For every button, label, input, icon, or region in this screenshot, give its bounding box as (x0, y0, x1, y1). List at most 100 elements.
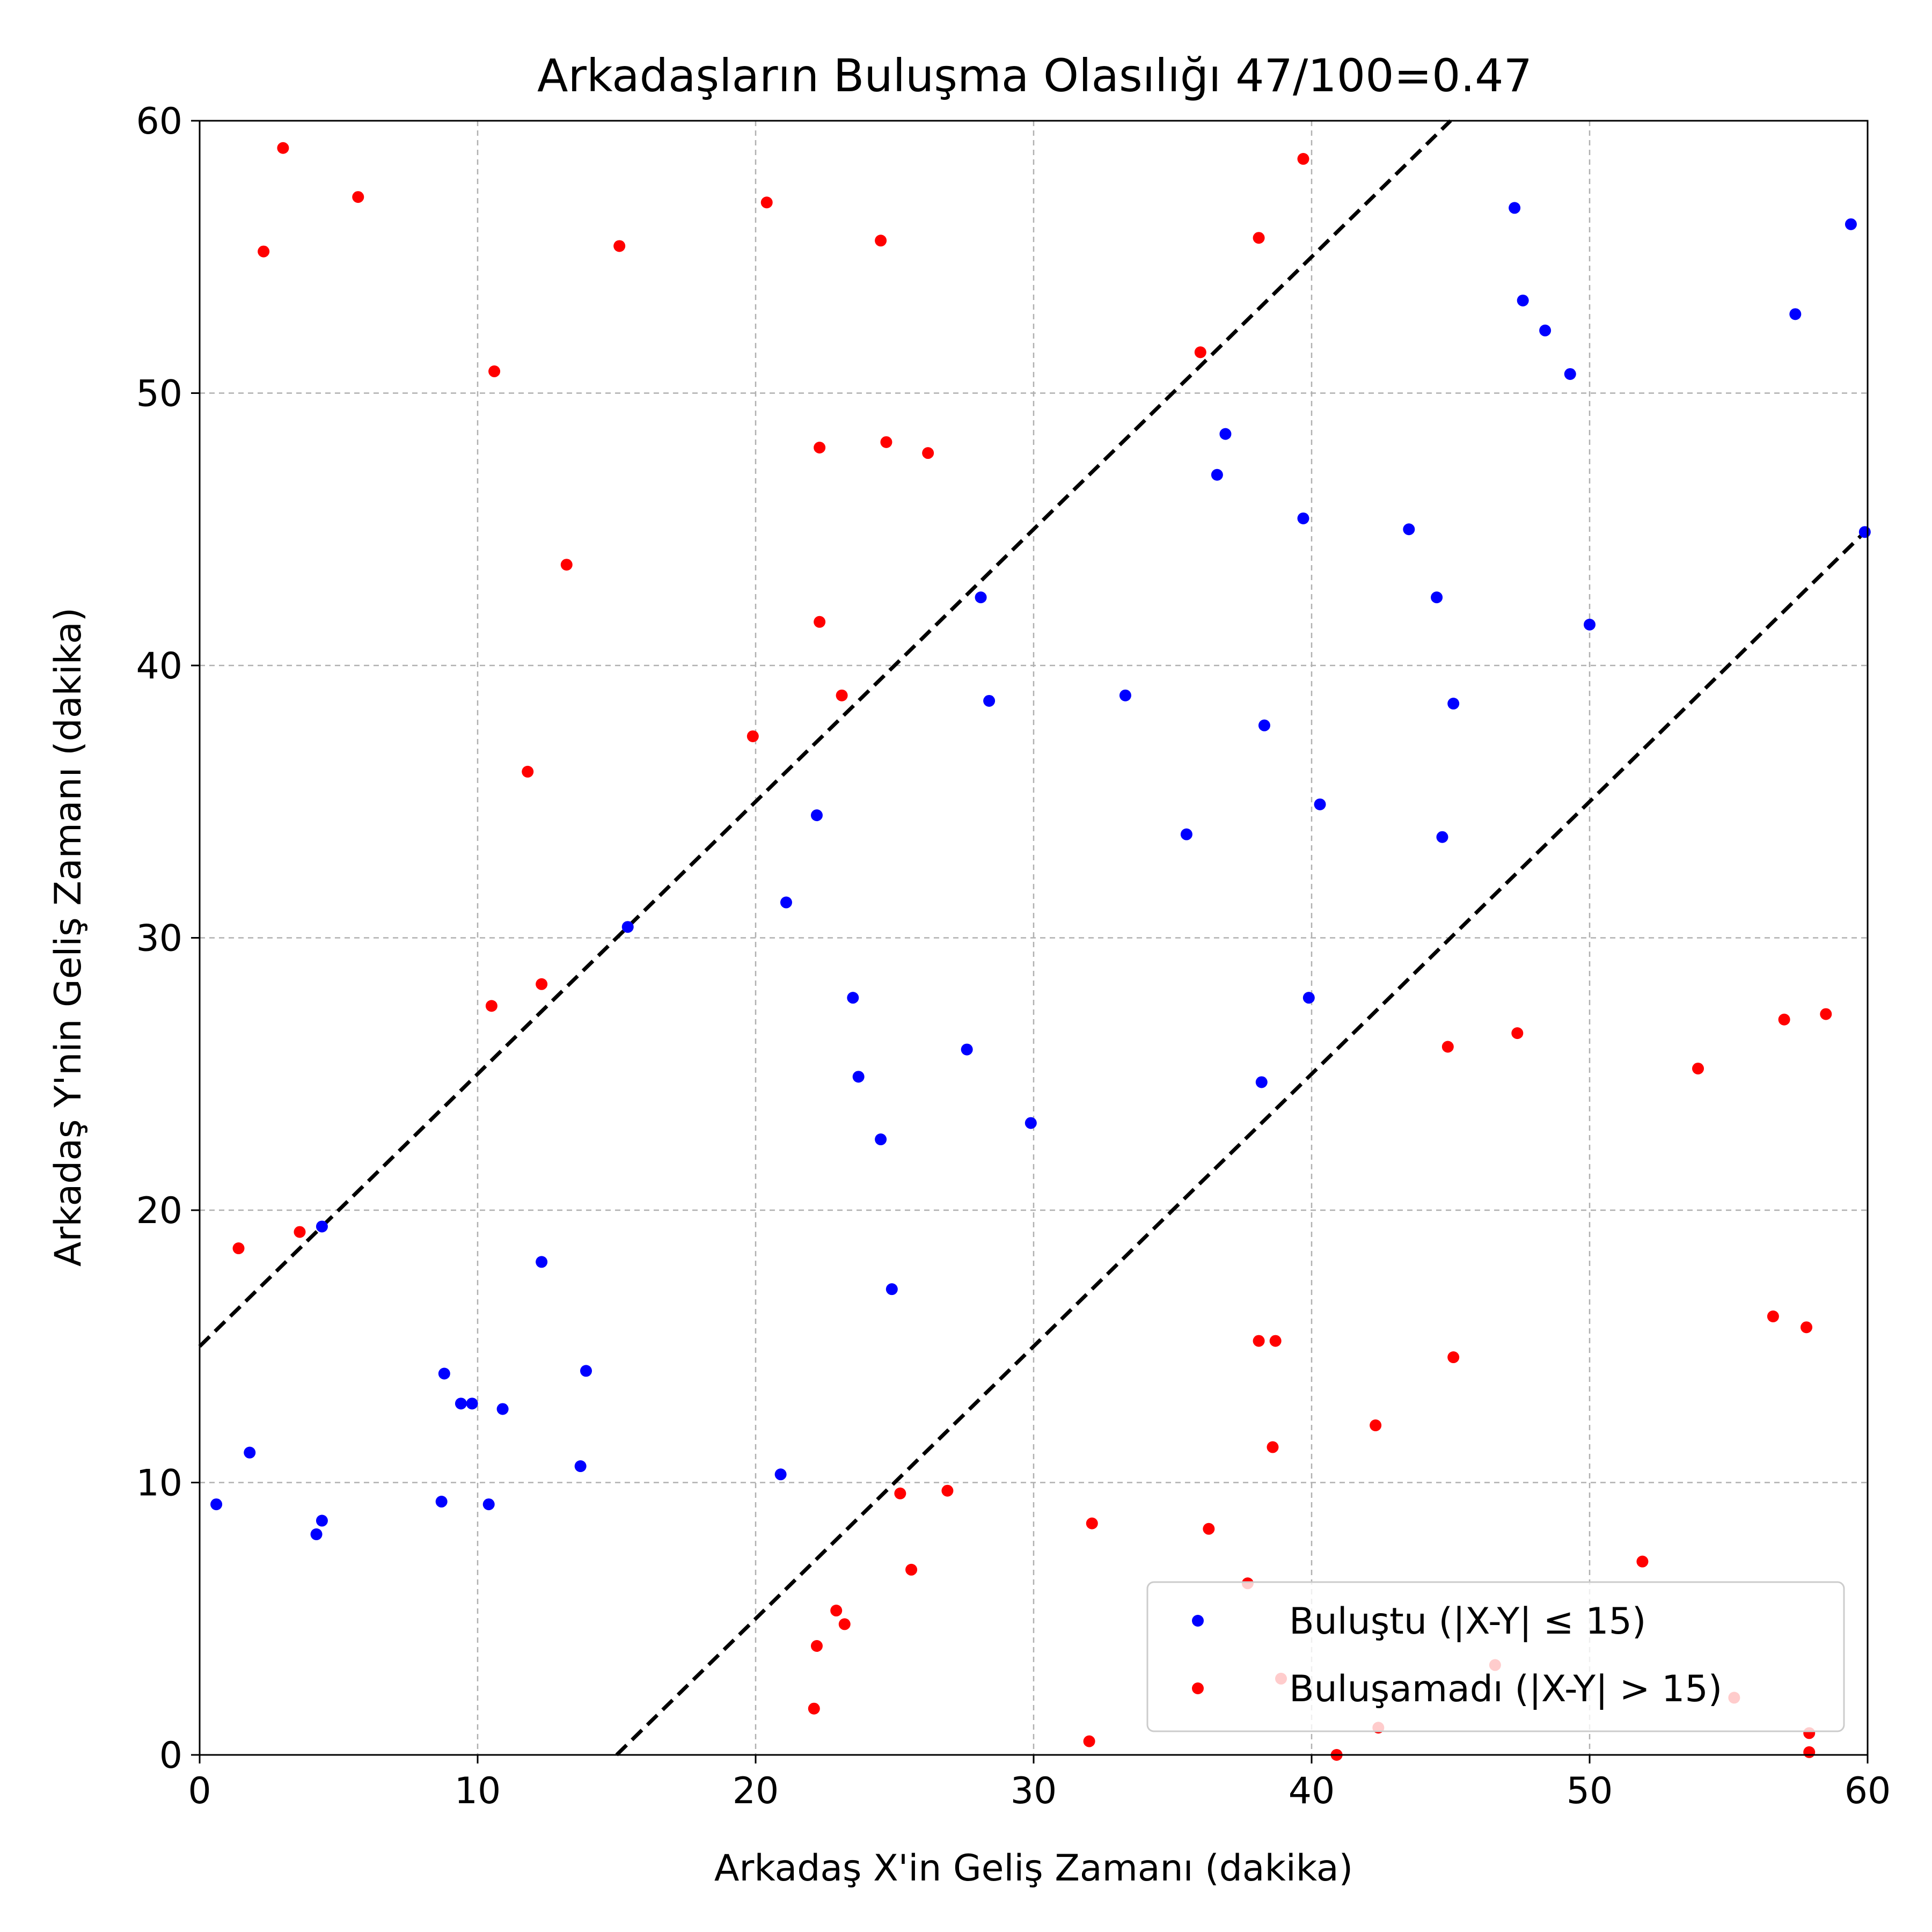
data-point (1511, 1027, 1524, 1040)
legend-label-not-met: Buluşamadı (|X-Y| > 15) (1289, 1668, 1722, 1710)
y-tick-label: 60 (136, 100, 182, 143)
x-tick-label: 30 (1011, 1770, 1057, 1812)
x-axis-label: Arkadaş X'in Geliş Zamanı (dakika) (714, 1847, 1353, 1890)
y-tick-label: 10 (136, 1462, 182, 1505)
data-point (496, 1403, 509, 1415)
data-point (1253, 232, 1265, 244)
boundary-line-2 (615, 528, 1869, 1757)
data-point (1269, 1335, 1282, 1347)
data-point (294, 1226, 306, 1238)
y-axis-label: Arkadaş Y'nin Geliş Zamanı (dakika) (47, 608, 90, 1267)
legend-label-met: Buluştu (|X-Y| ≤ 15) (1289, 1600, 1646, 1643)
data-point (1431, 591, 1443, 604)
x-tick-label: 50 (1567, 1770, 1613, 1812)
data-point (922, 447, 934, 459)
data-point (852, 1071, 865, 1083)
data-point (277, 142, 289, 154)
data-point (1403, 523, 1415, 536)
data-point (810, 809, 823, 822)
data-point (1194, 346, 1206, 358)
data-point (875, 1133, 887, 1146)
data-point (621, 921, 634, 933)
data-point (488, 365, 501, 377)
data-point (1564, 368, 1576, 380)
data-point (1258, 719, 1270, 731)
data-point (1119, 689, 1131, 701)
data-point (880, 436, 892, 448)
data-point (1297, 153, 1309, 165)
data-point (1778, 1013, 1790, 1026)
data-point (1302, 992, 1315, 1004)
data-point (536, 978, 548, 990)
data-point (574, 1460, 587, 1473)
data-point (560, 559, 573, 571)
data-point (1086, 1517, 1098, 1529)
plot-area (198, 119, 1871, 1761)
data-points (210, 142, 1871, 1761)
data-point (808, 1702, 820, 1715)
data-point (1436, 831, 1448, 843)
data-point (1767, 1310, 1779, 1322)
data-point (774, 1468, 787, 1481)
x-axis: 0 10 20 30 40 50 60 (188, 1755, 1891, 1812)
data-point (1267, 1441, 1279, 1453)
data-point (836, 689, 848, 701)
data-point (316, 1220, 328, 1233)
data-point (747, 730, 759, 742)
data-point (580, 1365, 592, 1377)
data-point (814, 616, 826, 628)
data-point (1801, 1321, 1813, 1334)
data-point (1692, 1063, 1704, 1075)
data-point (1447, 698, 1460, 710)
data-point (1297, 512, 1309, 524)
grid (200, 121, 1868, 1755)
data-point (485, 1000, 497, 1012)
legend: Buluştu (|X-Y| ≤ 15) Buluşamadı (|X-Y| >… (1146, 1581, 1845, 1732)
y-tick-label: 50 (136, 373, 182, 415)
legend-marker-not-met (1192, 1682, 1204, 1694)
data-point (1211, 469, 1223, 481)
data-point (885, 1283, 898, 1296)
data-point (316, 1514, 328, 1527)
x-tick-label: 40 (1289, 1770, 1335, 1812)
y-tick-label: 20 (136, 1190, 182, 1232)
data-point (905, 1563, 918, 1576)
data-point (536, 1256, 548, 1268)
x-tick-label: 60 (1845, 1770, 1891, 1812)
data-point (1789, 308, 1802, 320)
data-point (210, 1498, 223, 1511)
legend-marker-met (1192, 1615, 1204, 1627)
x-tick-label: 0 (188, 1770, 211, 1812)
data-point (975, 591, 987, 604)
data-point (894, 1487, 906, 1499)
data-point (838, 1618, 851, 1630)
y-tick-label: 40 (136, 645, 182, 687)
data-point (1219, 428, 1232, 440)
data-point (1083, 1735, 1095, 1747)
data-point (1517, 294, 1529, 306)
boundary-line-1 (198, 119, 1452, 1348)
data-point (847, 992, 859, 1004)
y-tick-label: 0 (159, 1735, 182, 1777)
data-point (352, 191, 364, 203)
data-point (810, 1640, 823, 1652)
data-point (482, 1498, 495, 1511)
data-point (760, 196, 773, 209)
data-point (1024, 1117, 1037, 1129)
data-point (1858, 526, 1871, 538)
data-point (310, 1528, 323, 1540)
data-point (455, 1397, 467, 1410)
y-axis: 0 10 20 30 40 50 60 (136, 100, 200, 1777)
boundary-lines (198, 119, 1869, 1757)
data-point (1509, 202, 1521, 214)
data-point (1255, 1076, 1268, 1088)
data-point (830, 1605, 843, 1617)
data-point (232, 1242, 245, 1255)
data-point (1820, 1008, 1832, 1020)
data-point (1253, 1335, 1265, 1347)
data-point (780, 896, 792, 909)
x-tick-label: 10 (455, 1770, 501, 1812)
data-point (522, 765, 534, 778)
data-point (1441, 1041, 1454, 1053)
